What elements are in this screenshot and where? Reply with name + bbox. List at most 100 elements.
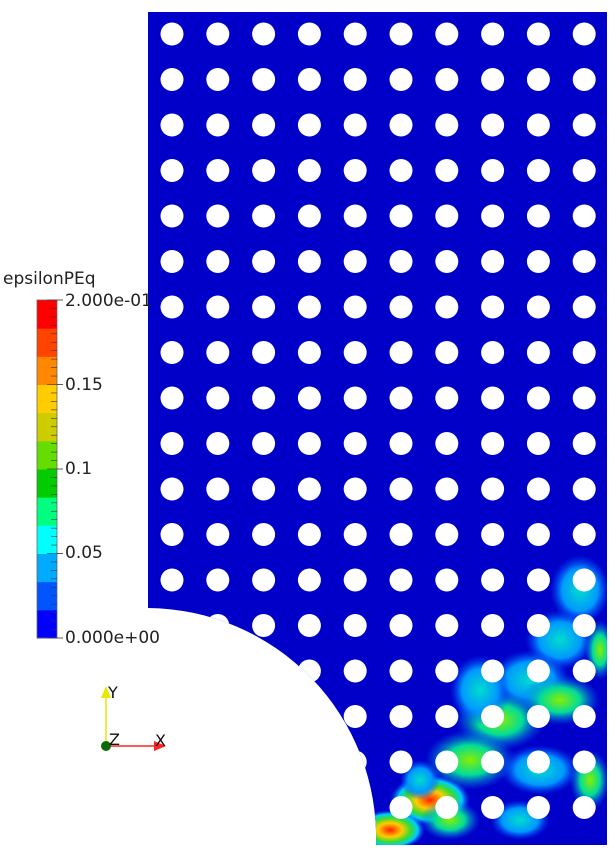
hole xyxy=(435,750,459,774)
hole xyxy=(435,523,459,546)
hole xyxy=(389,250,413,273)
colorbar xyxy=(36,299,63,639)
hole xyxy=(297,796,321,819)
hole xyxy=(526,341,550,364)
hole xyxy=(206,750,230,774)
hole xyxy=(572,204,596,228)
axis-z-label: Z xyxy=(109,730,120,749)
hole xyxy=(572,477,596,501)
hole xyxy=(252,705,276,728)
colorbar-swatch xyxy=(37,525,57,554)
hole xyxy=(435,22,459,46)
hole xyxy=(435,705,459,728)
hole xyxy=(160,250,184,273)
hole xyxy=(526,432,550,455)
hole xyxy=(297,432,321,455)
strain-contour xyxy=(420,800,480,840)
hole xyxy=(206,159,230,182)
hole xyxy=(526,204,550,228)
strain-contour xyxy=(400,760,440,800)
hole xyxy=(343,705,367,728)
hole xyxy=(160,295,184,319)
hole xyxy=(252,614,276,637)
hole xyxy=(481,250,505,273)
hole xyxy=(160,386,184,410)
hole xyxy=(572,341,596,364)
hole xyxy=(526,614,550,637)
hole xyxy=(206,432,230,455)
colorbar-label-015: 0.15 xyxy=(65,375,103,395)
strain-contour xyxy=(355,810,425,845)
hole xyxy=(481,386,505,410)
hole xyxy=(252,796,276,819)
hole xyxy=(389,113,413,137)
hole xyxy=(481,68,505,91)
hole xyxy=(343,22,367,46)
hole xyxy=(160,204,184,228)
colorbar-swatch xyxy=(37,328,57,357)
hole xyxy=(435,796,459,819)
hole xyxy=(206,22,230,46)
hole xyxy=(481,796,505,819)
axis-x-label: X xyxy=(155,731,166,750)
hole xyxy=(572,22,596,46)
hole xyxy=(252,295,276,319)
strain-contour xyxy=(425,730,515,790)
hole xyxy=(297,22,321,46)
hole xyxy=(160,750,184,774)
hole xyxy=(572,159,596,182)
hole xyxy=(481,113,505,137)
hole xyxy=(481,159,505,182)
hole xyxy=(526,159,550,182)
colorbar-swatch xyxy=(37,384,57,414)
hole xyxy=(160,568,184,592)
hole xyxy=(572,614,596,637)
hole xyxy=(389,796,413,819)
hole xyxy=(343,204,367,228)
hole xyxy=(526,113,550,137)
hole xyxy=(252,159,276,182)
hole xyxy=(389,477,413,501)
hole xyxy=(572,568,596,592)
colorbar-swatch xyxy=(37,300,57,329)
hole xyxy=(389,204,413,228)
colorbar-swatch xyxy=(37,356,57,385)
hole xyxy=(297,477,321,501)
hole xyxy=(389,386,413,410)
hole xyxy=(389,432,413,455)
hole xyxy=(526,22,550,46)
colorbar-label-min: 0.000e+00 xyxy=(65,628,161,648)
hole xyxy=(526,705,550,728)
hole xyxy=(343,295,367,319)
hole xyxy=(206,341,230,364)
hole xyxy=(343,250,367,273)
hole xyxy=(206,250,230,273)
hole xyxy=(389,614,413,637)
colorbar-swatch xyxy=(37,497,57,526)
hole xyxy=(206,659,230,683)
hole xyxy=(297,204,321,228)
hole xyxy=(435,295,459,319)
hole xyxy=(297,568,321,592)
hole xyxy=(343,659,367,683)
hole xyxy=(252,386,276,410)
hole xyxy=(343,614,367,637)
hole xyxy=(572,113,596,137)
hole xyxy=(160,159,184,182)
hole xyxy=(343,341,367,364)
hole xyxy=(481,477,505,501)
hole xyxy=(435,341,459,364)
hole xyxy=(526,659,550,683)
hole xyxy=(160,659,184,683)
hole xyxy=(572,659,596,683)
hole xyxy=(526,477,550,501)
hole xyxy=(160,477,184,501)
hole xyxy=(252,477,276,501)
orientation-axes xyxy=(101,686,166,751)
hole xyxy=(297,523,321,546)
origin-point xyxy=(101,741,111,751)
hole xyxy=(389,750,413,774)
hole xyxy=(297,614,321,637)
